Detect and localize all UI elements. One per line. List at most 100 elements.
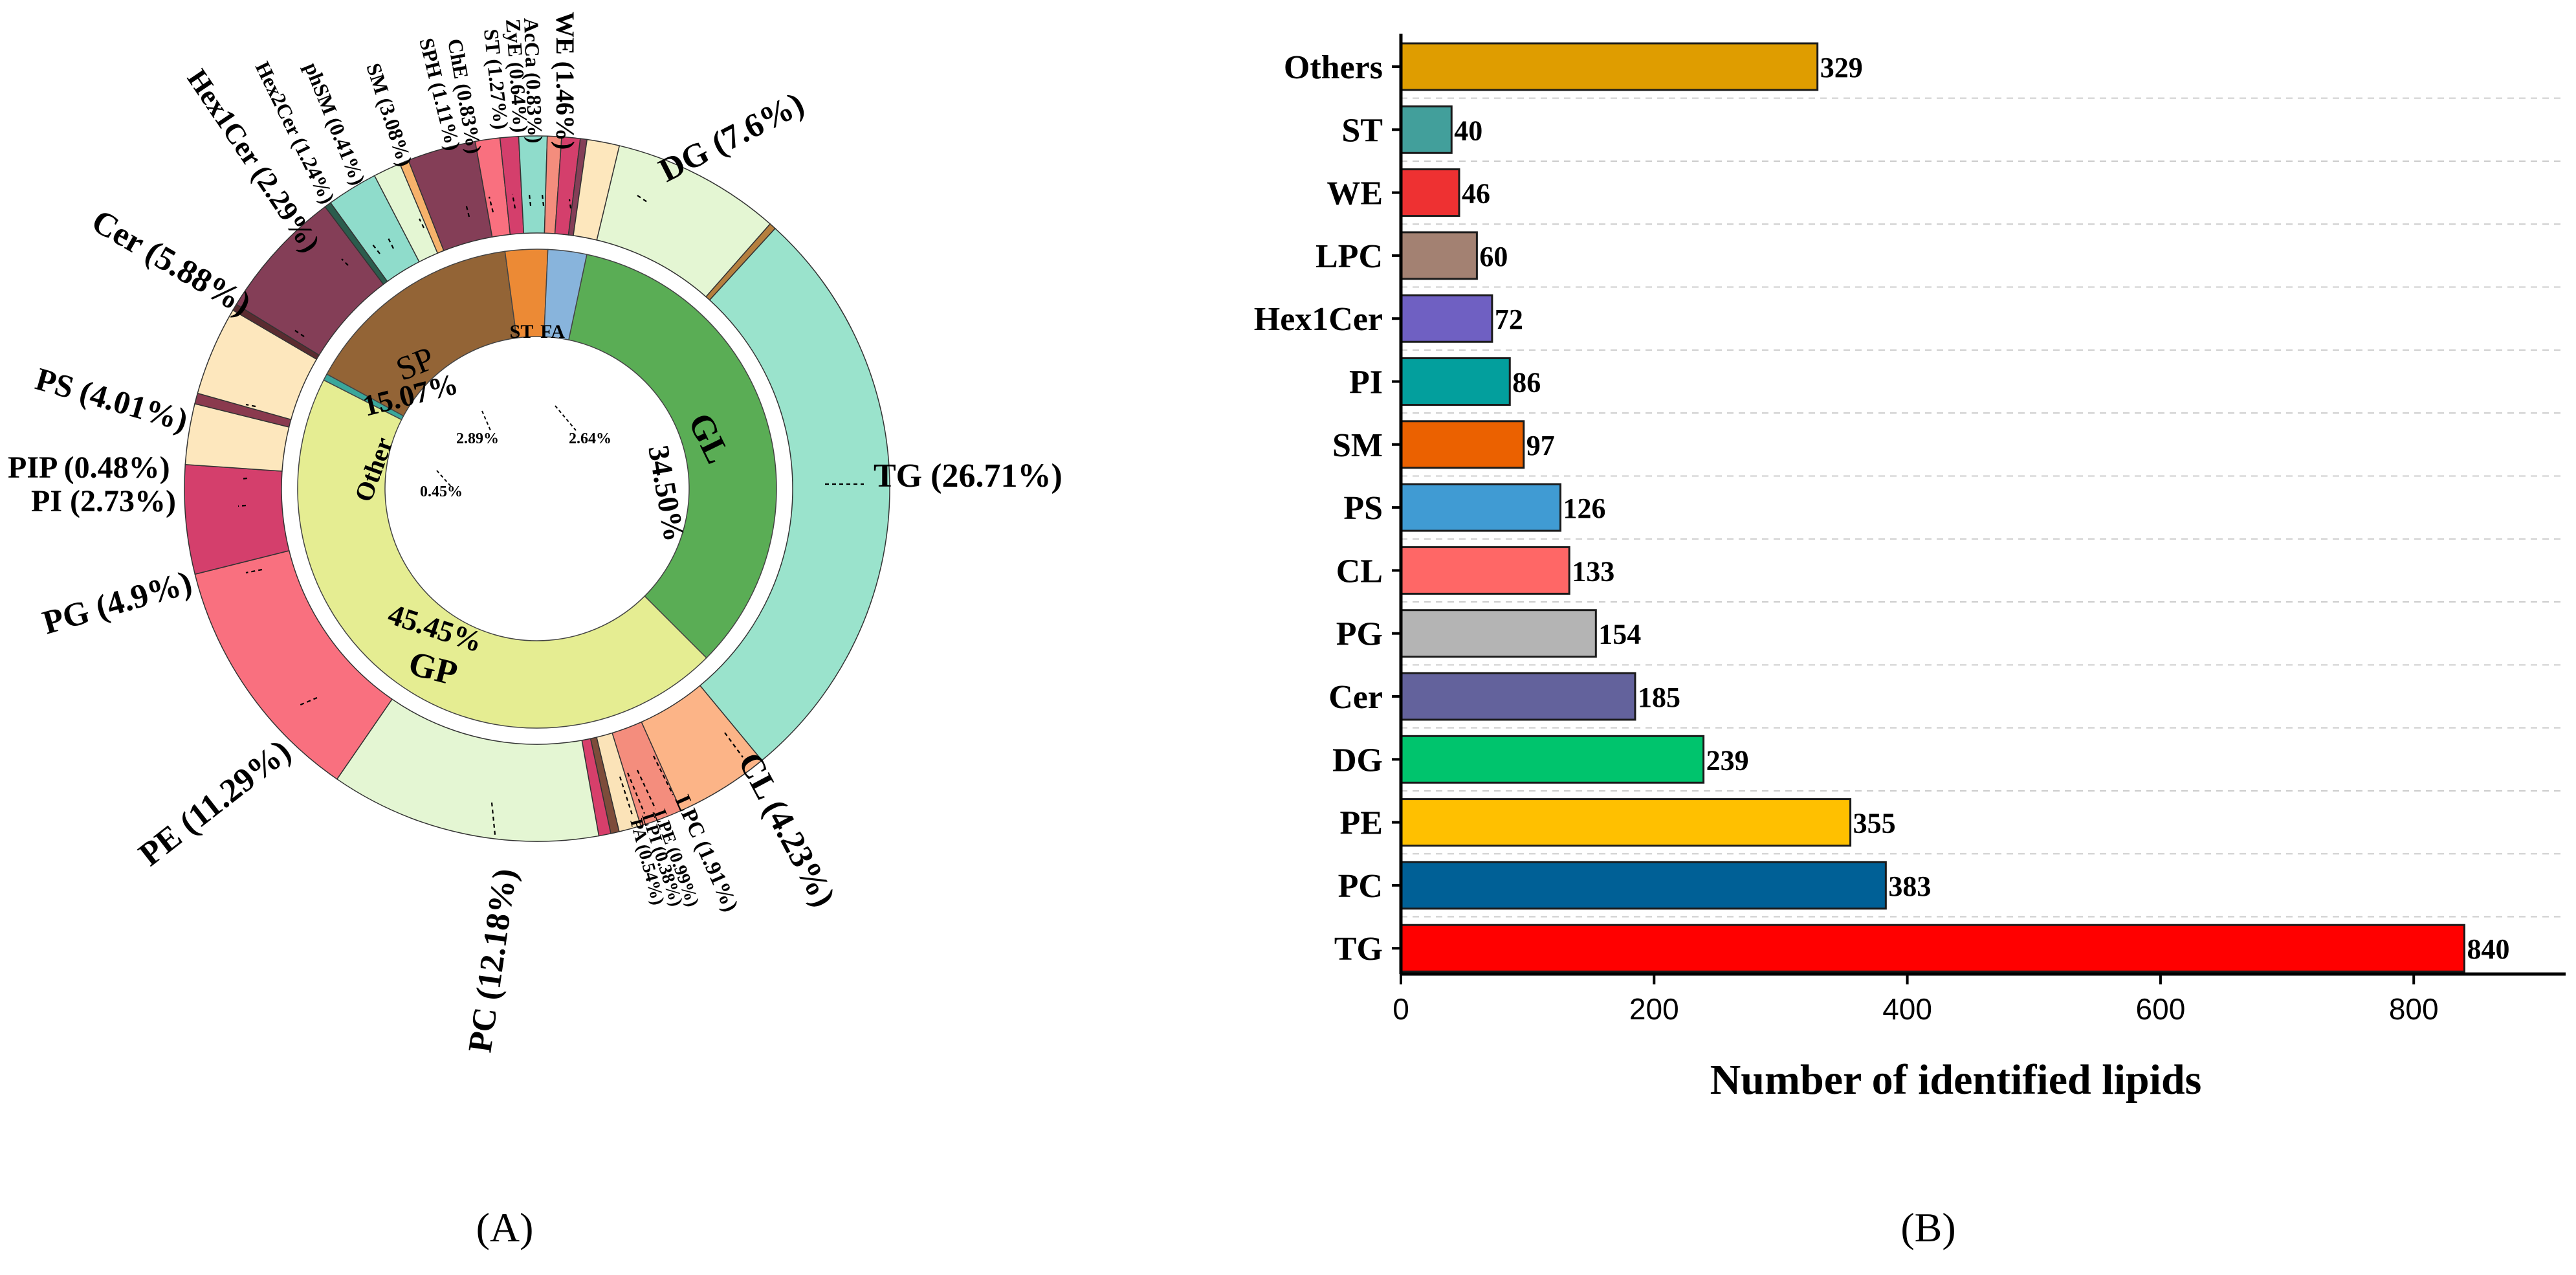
leader-line-pe — [298, 696, 318, 707]
bar-chart: Others 329 ST 40 WE 46 LPC 60 Hex1Cer 72 PI 86 SM 97 P… — [1254, 34, 2566, 1103]
value-label-dg: 239 — [1706, 744, 1749, 776]
value-label-pg: 154 — [1598, 619, 1641, 650]
leader-line-pg — [245, 568, 263, 574]
leader-line-pi — [237, 504, 247, 507]
leader-line-zye — [528, 194, 532, 206]
tick-label-pg: PG — [1336, 616, 1383, 653]
leader-line-lpc — [653, 755, 674, 795]
leader-line-acca — [541, 194, 545, 206]
leader-line-cer — [294, 329, 305, 337]
outer-slice-we — [573, 139, 621, 241]
bar-pc — [1400, 861, 1887, 910]
outer-slice-tg — [699, 227, 890, 761]
leader-line-ps — [245, 403, 256, 408]
inner-value-st: 2.89% — [456, 430, 499, 447]
value-label-tg: 840 — [2467, 933, 2509, 965]
x-axis-title: Number of identified lipids — [1710, 1056, 2202, 1103]
bar-tg — [1400, 924, 2465, 973]
bar-ps — [1400, 483, 1562, 532]
tick-label-sm: SM — [1332, 427, 1383, 464]
value-label-sm: 97 — [1526, 430, 1555, 461]
x-tick-label-800: 800 — [2389, 992, 2439, 1026]
value-label-pi: 86 — [1512, 367, 1541, 399]
panel-label-a: (A) — [476, 1204, 534, 1250]
outer-label-pg: PG (4.9%) — [39, 564, 196, 641]
outer-label-pc: PC (12.18%) — [461, 867, 523, 1055]
inner-slice-gl — [567, 254, 777, 659]
inner-value-gl: 34.50% — [642, 443, 691, 544]
bar-dg — [1400, 735, 1705, 784]
inner-slice-fa — [543, 249, 588, 341]
bar-pg — [1400, 609, 1597, 658]
value-label-we: 46 — [1462, 178, 1490, 210]
outer-label-tg: TG (26.71%) — [874, 458, 1062, 494]
donut-chart: DG (7.6%)TG (26.71%)CL (4.23%)LPC (1.91%… — [8, 12, 1062, 1055]
leader-line-cl — [724, 732, 743, 758]
bar-we — [1400, 168, 1460, 217]
value-label-lpc: 60 — [1479, 241, 1508, 272]
leader-line-sm — [419, 218, 424, 228]
leader-line-other-inner — [436, 470, 454, 489]
inner-name-st: ST — [510, 321, 534, 342]
outer-label-acca: AcCa (0.83%) — [520, 17, 547, 144]
panel-label-b: (B) — [1900, 1204, 1955, 1250]
value-label-others: 329 — [1820, 52, 1863, 83]
tick-label-ps: PS — [1343, 490, 1383, 527]
outer-label-dg: DG (7.6%) — [654, 85, 810, 190]
bar-hex1cer — [1400, 294, 1493, 343]
value-label-pc: 383 — [1888, 870, 1931, 902]
inner-value-fa: 2.64% — [569, 430, 611, 447]
leader-line-che — [488, 196, 494, 213]
leader-line-lpi — [626, 772, 646, 814]
leader-line-pip — [240, 477, 248, 480]
outer-label-pi: PI (2.73%) — [31, 484, 176, 518]
tick-label-we: WE — [1327, 175, 1383, 212]
outer-label-ps: PS (4.01%) — [32, 360, 192, 438]
tick-label-hex1cer: Hex1Cer — [1254, 301, 1383, 338]
x-tick-label-600: 600 — [2136, 992, 2186, 1026]
tick-label-cer: Cer — [1328, 679, 1383, 716]
leader-line-dg — [637, 195, 648, 203]
leader-line-lpe — [637, 770, 656, 810]
leader-line-fa-inner — [555, 405, 577, 431]
tick-label-cl: CL — [1336, 553, 1383, 590]
inner-name-fa: FA — [540, 321, 565, 342]
value-label-pe: 355 — [1853, 808, 1896, 839]
value-label-cl: 133 — [1572, 555, 1614, 587]
tick-label-pi: PI — [1349, 364, 1383, 401]
bar-sm — [1400, 420, 1525, 469]
outer-label-we: WE (1.46%) — [551, 12, 580, 150]
outer-label-pip: PIP (0.48%) — [8, 450, 170, 485]
bar-cer — [1400, 672, 1636, 721]
bar-pi — [1400, 357, 1511, 406]
tick-label-lpc: LPC — [1316, 238, 1383, 275]
x-tick-label-0: 0 — [1393, 992, 1409, 1026]
value-label-st: 40 — [1454, 115, 1482, 146]
value-label-hex1cer: 72 — [1495, 304, 1523, 335]
tick-label-others: Others — [1284, 49, 1383, 86]
bar-st — [1400, 105, 1453, 154]
outer-label-pe: PE (11.29%) — [132, 733, 298, 873]
bar-others — [1400, 42, 1819, 91]
inner-slice-gp — [297, 379, 707, 729]
tick-label-pc: PC — [1338, 868, 1383, 905]
inner-value-other: 0.45% — [420, 483, 463, 500]
leader-line-st — [511, 194, 516, 209]
leader-line-hex1cer — [341, 258, 349, 266]
leader-line-phsm — [388, 238, 394, 249]
tick-label-st: ST — [1341, 112, 1383, 149]
leader-line-st-inner — [481, 410, 491, 431]
outer-label-cer: Cer (5.88%) — [85, 203, 257, 323]
outer-label-cl: CL (4.23%) — [731, 747, 842, 913]
tick-label-dg: DG — [1332, 742, 1383, 779]
value-label-ps: 126 — [1563, 493, 1606, 524]
bar-cl — [1400, 546, 1570, 595]
leader-line-pc — [490, 802, 496, 836]
bar-pe — [1400, 798, 1852, 847]
x-tick-label-200: 200 — [1629, 992, 1679, 1026]
leader-line-sph — [465, 203, 470, 217]
x-tick-label-400: 400 — [1882, 992, 1932, 1026]
outer-label-sm: SM (3.08%) — [362, 60, 417, 169]
tick-label-tg: TG — [1334, 931, 1383, 968]
